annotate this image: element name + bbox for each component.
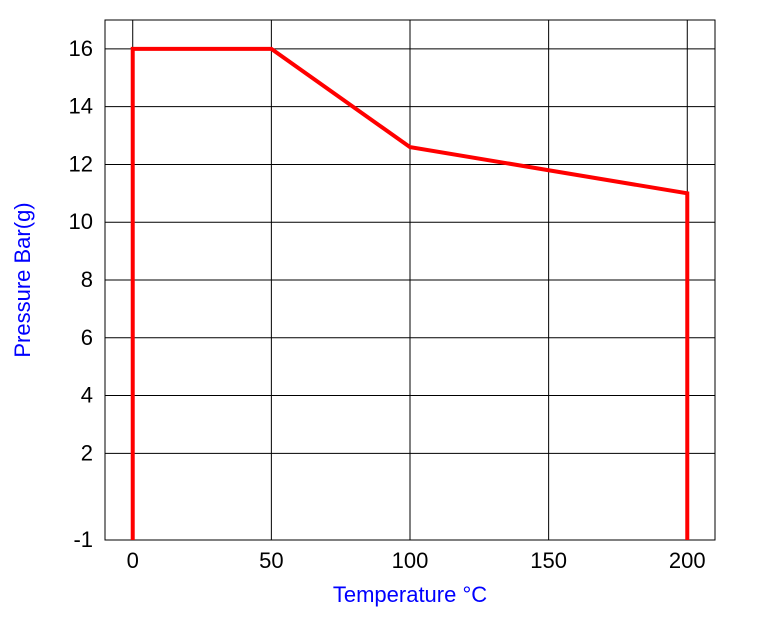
y-tick-label: 10 bbox=[69, 209, 93, 234]
y-tick-label: 12 bbox=[69, 151, 93, 176]
x-tick-label: 50 bbox=[259, 548, 283, 573]
x-axis-label: Temperature °C bbox=[333, 582, 487, 607]
y-tick-label: 16 bbox=[69, 36, 93, 61]
y-tick-label: 14 bbox=[69, 94, 93, 119]
y-tick-label: 6 bbox=[81, 325, 93, 350]
y-tick-label: 8 bbox=[81, 267, 93, 292]
y-axis-label: Pressure Bar(g) bbox=[10, 202, 35, 357]
x-tick-label: 100 bbox=[392, 548, 429, 573]
x-tick-label: 0 bbox=[127, 548, 139, 573]
x-tick-label: 150 bbox=[530, 548, 567, 573]
x-tick-label: 200 bbox=[669, 548, 706, 573]
y-tick-label: 4 bbox=[81, 383, 93, 408]
pressure-temperature-chart: 0 50 100 150 200 -1 2 4 6 8 10 12 14 16 Temperature °C… bbox=[0, 0, 760, 625]
y-tick-label: 2 bbox=[81, 440, 93, 465]
y-tick-label: -1 bbox=[73, 527, 93, 552]
chart-svg: 0 50 100 150 200 -1 2 4 6 8 10 12 14 16 Temperature °C… bbox=[0, 0, 760, 625]
